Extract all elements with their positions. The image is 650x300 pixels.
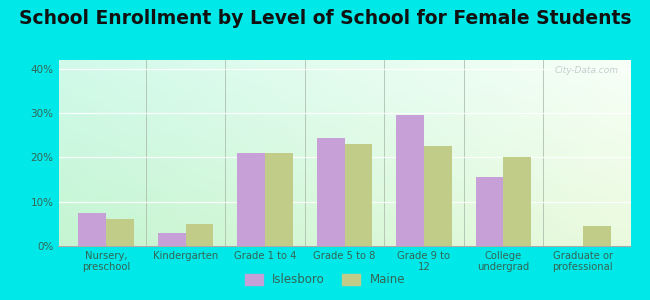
Text: City-Data.com: City-Data.com: [555, 66, 619, 75]
Bar: [503, 158, 531, 246]
Bar: [237, 153, 265, 246]
Legend: Islesboro, Maine: Islesboro, Maine: [240, 269, 410, 291]
Bar: [186, 224, 213, 246]
Bar: [158, 233, 186, 246]
Bar: [396, 116, 424, 246]
Bar: [424, 146, 452, 246]
Bar: [583, 226, 610, 246]
Bar: [265, 153, 293, 246]
Bar: [106, 219, 134, 246]
Bar: [79, 213, 106, 246]
Bar: [476, 177, 503, 246]
Bar: [317, 137, 345, 246]
Text: School Enrollment by Level of School for Female Students: School Enrollment by Level of School for…: [19, 9, 631, 28]
Bar: [344, 144, 372, 246]
